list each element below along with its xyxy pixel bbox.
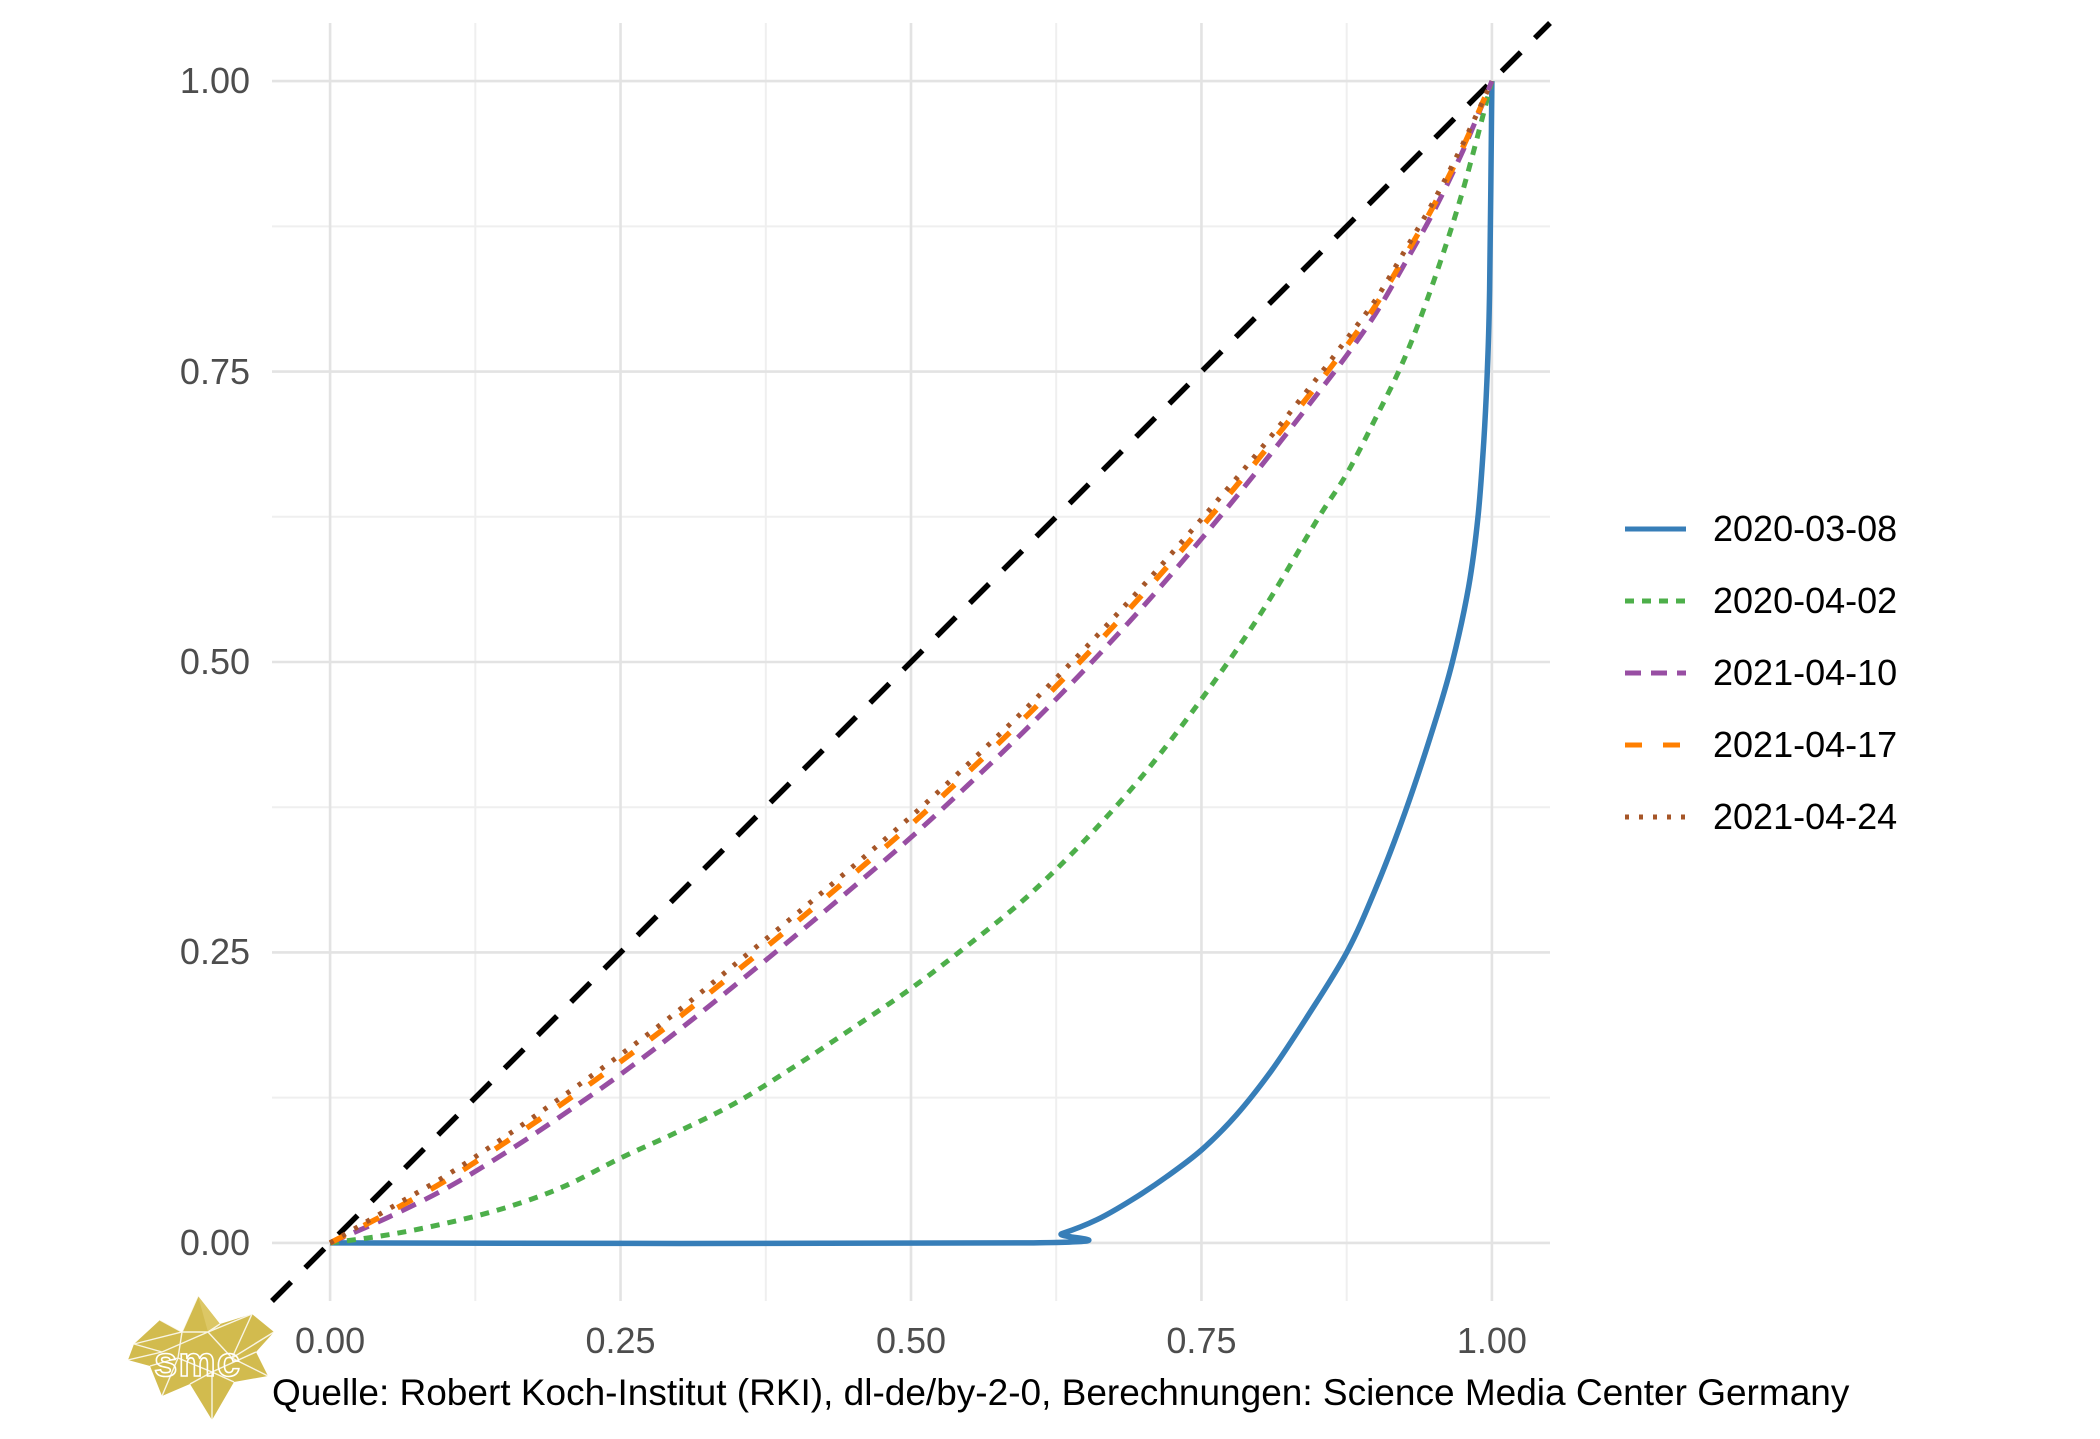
smc-logo-text: smc [154, 1338, 241, 1385]
legend: 2020-03-08 2020-04-02 2021-04-10 2021-04-17… [1625, 493, 1897, 853]
y-tick-label: 0.00 [179, 1221, 250, 1263]
y-tick-label: 0.75 [179, 350, 250, 392]
legend-key-line [1625, 814, 1686, 820]
reference-line-equality-diagonal [270, 21, 1552, 1303]
legend-label: 2021-04-10 [1713, 652, 1898, 693]
series-line-2021-04-24 [328, 80, 1495, 1246]
legend-key-line [1625, 670, 1686, 676]
caption: Quelle: Robert Koch-Institut (RKI), dl-d… [272, 1372, 1850, 1413]
legend-label: 2021-04-24 [1713, 796, 1898, 837]
legend-key-line [1625, 598, 1686, 604]
legend-key-line [1625, 742, 1686, 748]
series-line-2021-04-17 [328, 80, 1495, 1246]
x-tick-label: 0.00 [295, 1320, 366, 1361]
smc-logo-shape: smc [128, 1295, 275, 1420]
legend-label: 2020-03-08 [1713, 508, 1898, 549]
legend-entry-2020-03-08: 2020-03-08 [1625, 493, 1897, 565]
x-tick-label: 0.50 [875, 1320, 947, 1361]
legend-entry-2020-04-02: 2020-04-02 [1625, 565, 1897, 637]
legend-entry-2021-04-24: 2021-04-24 [1625, 781, 1897, 853]
series-line-2020-03-08 [330, 81, 1495, 1247]
legend-entry-2021-04-17: 2021-04-17 [1625, 709, 1897, 781]
legend-key-line [1625, 526, 1686, 532]
legend-entry-2021-04-10: 2021-04-10 [1625, 637, 1897, 709]
y-tick-label: 0.50 [179, 641, 250, 682]
series-line-2020-04-02 [329, 80, 1495, 1246]
y-tick-label: 1.00 [179, 60, 250, 102]
x-tick-label: 0.75 [1166, 1320, 1237, 1361]
smc-logo: smc [128, 1295, 275, 1420]
x-tick-label: 0.25 [585, 1320, 656, 1361]
legend-label: 2021-04-17 [1713, 724, 1898, 765]
y-tick-label: 0.25 [179, 931, 250, 973]
x-tick-label: 1.00 [1456, 1320, 1527, 1361]
series-line-2021-04-10 [329, 80, 1495, 1246]
legend-label: 2020-04-02 [1713, 580, 1898, 621]
